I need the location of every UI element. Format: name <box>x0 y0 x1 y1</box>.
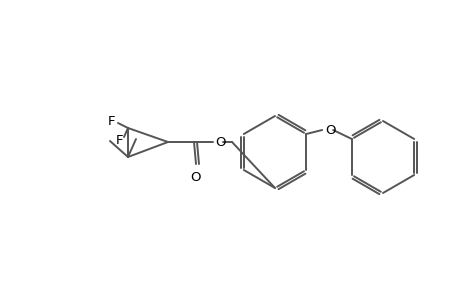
Text: O: O <box>190 171 201 184</box>
Text: F: F <box>116 134 123 146</box>
Text: O: O <box>325 124 335 136</box>
Text: O: O <box>214 136 225 148</box>
Text: F: F <box>108 115 116 128</box>
